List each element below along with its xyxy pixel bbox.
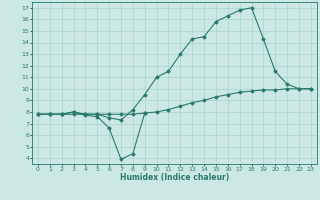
X-axis label: Humidex (Indice chaleur): Humidex (Indice chaleur) xyxy=(120,173,229,182)
